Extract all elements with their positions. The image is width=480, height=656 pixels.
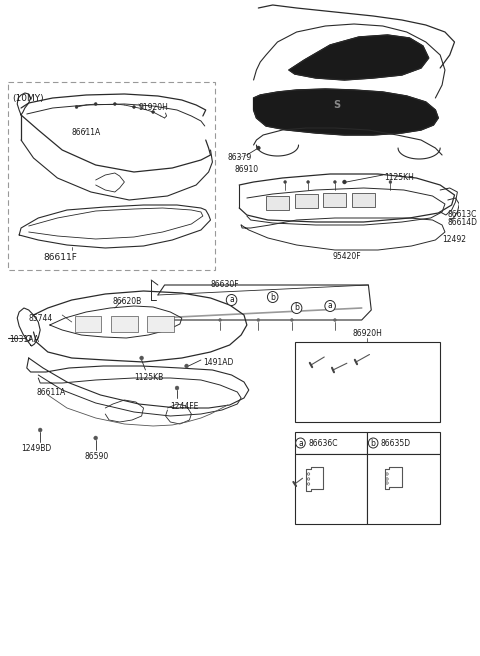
Text: 91920H: 91920H (139, 103, 168, 112)
Circle shape (152, 110, 155, 113)
Circle shape (284, 180, 287, 184)
Text: a: a (229, 295, 234, 304)
Circle shape (38, 428, 42, 432)
Text: 12492: 12492 (442, 235, 466, 244)
Circle shape (267, 291, 278, 302)
Text: (10MY): (10MY) (12, 94, 44, 103)
Circle shape (75, 106, 78, 108)
Bar (266, 196, 289, 210)
Text: 86636C: 86636C (308, 439, 337, 448)
Text: 86613C: 86613C (448, 210, 477, 219)
Circle shape (389, 180, 392, 184)
Text: 86630F: 86630F (211, 280, 239, 289)
Bar (111, 316, 138, 332)
Circle shape (226, 295, 237, 306)
Bar (352, 193, 375, 207)
Bar (368, 432, 440, 454)
Bar (295, 194, 318, 208)
Text: 1244FE: 1244FE (170, 402, 199, 411)
Circle shape (256, 146, 260, 150)
Circle shape (386, 482, 388, 484)
Circle shape (334, 180, 336, 184)
Circle shape (308, 473, 310, 475)
Text: 85744: 85744 (29, 314, 53, 323)
Text: 86590: 86590 (84, 452, 108, 461)
Text: 86620B: 86620B (113, 297, 142, 306)
Text: a: a (328, 302, 333, 310)
Circle shape (368, 438, 378, 448)
Circle shape (308, 478, 310, 480)
Circle shape (257, 319, 260, 321)
Text: b: b (371, 438, 376, 447)
Circle shape (140, 356, 144, 360)
Circle shape (175, 386, 179, 390)
Circle shape (94, 436, 97, 440)
Circle shape (291, 302, 302, 314)
Polygon shape (289, 35, 429, 80)
Circle shape (113, 102, 116, 106)
Circle shape (27, 336, 31, 340)
Circle shape (307, 180, 310, 184)
Text: 86614D: 86614D (448, 218, 478, 227)
Bar (295, 342, 440, 422)
Circle shape (334, 319, 336, 321)
Circle shape (343, 180, 347, 184)
Text: 86910: 86910 (234, 165, 259, 174)
Text: 86611A: 86611A (72, 128, 101, 137)
Text: 86611A: 86611A (36, 388, 66, 397)
Bar (295, 454, 368, 524)
Text: 86611F: 86611F (43, 253, 77, 262)
Bar (74, 316, 101, 332)
Bar (8, 82, 216, 270)
Circle shape (386, 473, 388, 475)
Circle shape (386, 478, 388, 480)
Text: 1125KB: 1125KB (134, 373, 163, 382)
Text: b: b (294, 304, 299, 312)
Circle shape (132, 106, 135, 108)
Circle shape (94, 102, 97, 106)
Polygon shape (253, 89, 438, 135)
Text: b: b (270, 293, 275, 302)
Text: 1491AD: 1491AD (203, 358, 233, 367)
Circle shape (308, 483, 310, 485)
Circle shape (296, 438, 305, 448)
Text: 86635D: 86635D (381, 439, 411, 448)
Text: 1031AA: 1031AA (10, 335, 39, 344)
Circle shape (185, 364, 189, 368)
Bar (295, 432, 368, 454)
Text: 1125KH: 1125KH (384, 173, 415, 182)
Text: 86379: 86379 (228, 153, 252, 162)
Circle shape (26, 335, 31, 340)
Bar (147, 316, 174, 332)
Circle shape (325, 300, 336, 312)
Text: a: a (298, 438, 303, 447)
Circle shape (219, 319, 221, 321)
Bar (324, 193, 347, 207)
Text: 1249BD: 1249BD (21, 444, 51, 453)
Text: 86920H: 86920H (352, 329, 383, 338)
Circle shape (290, 319, 293, 321)
Text: 95420F: 95420F (333, 252, 361, 261)
Bar (368, 454, 440, 524)
Text: S: S (333, 100, 340, 110)
